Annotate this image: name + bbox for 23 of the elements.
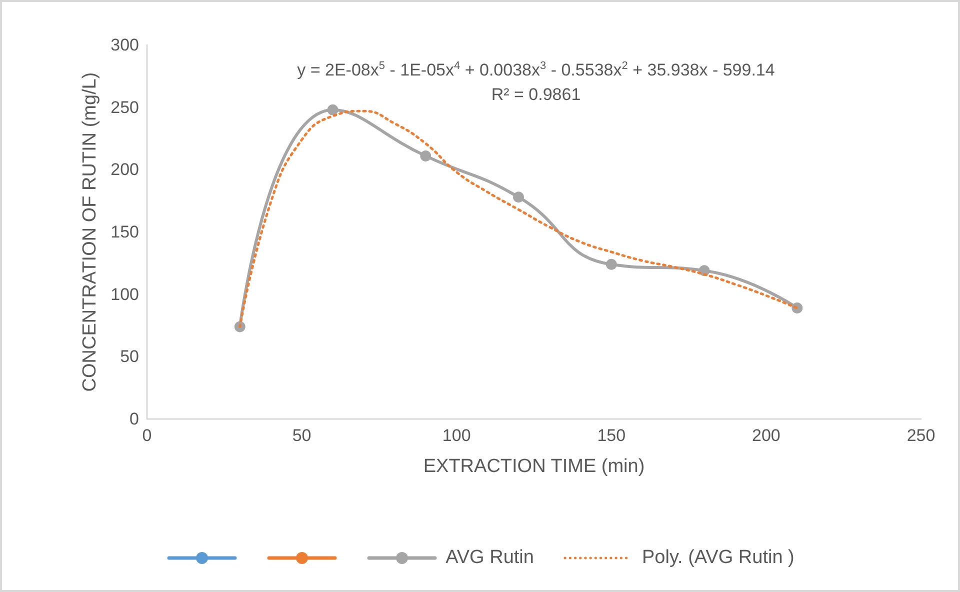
point xyxy=(606,258,617,270)
y-tick-label: 150 xyxy=(110,222,139,242)
annotation: R² = 0.9861 xyxy=(490,84,582,106)
point xyxy=(513,192,524,203)
point xyxy=(327,104,338,116)
y-axis-title: CONCENTRATION OF RUTIN (mg/L) xyxy=(80,72,101,392)
y-tick-label: 100 xyxy=(110,284,139,304)
y-tick-label: 250 xyxy=(110,98,139,117)
y-tick-label: 300 xyxy=(110,36,139,54)
point xyxy=(420,150,432,162)
y-tick-label: 200 xyxy=(110,160,139,180)
y-tick-label: 50 xyxy=(120,347,139,366)
x-tick-label: 150 xyxy=(597,426,626,445)
x-axis-title: EXTRACTION TIME (min) xyxy=(423,456,645,477)
x-tick-label: 100 xyxy=(442,426,471,445)
x-tick-label: 250 xyxy=(906,426,936,445)
legend-label: AVG Rutin xyxy=(446,547,534,569)
x-tick-label: 50 xyxy=(292,426,312,445)
x-tick-label: 0 xyxy=(142,426,152,445)
legend-label: Poly. (AVG Rutin ) xyxy=(642,547,794,569)
x-tick-label: 200 xyxy=(752,426,780,445)
text: y = 2E-08x$^{5}$ - 1E-05x$^{4}$ + 0.0038x$^{3}$ - 0.5538x$^{2}$ + 35.938x - 599.14 xyxy=(297,60,775,80)
y-tick-label: 0 xyxy=(130,410,139,428)
